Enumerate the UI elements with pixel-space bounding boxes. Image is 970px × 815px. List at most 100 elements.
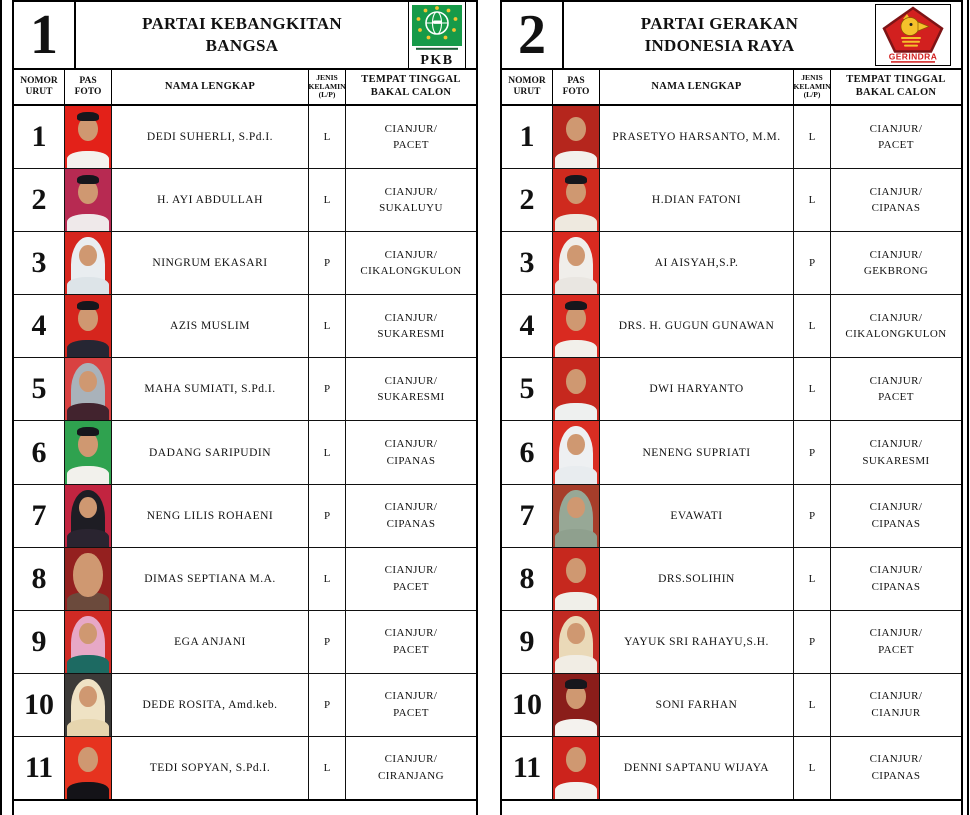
candidate-name: DADANG SARIPUDIN bbox=[112, 421, 309, 484]
column-header: TEMPAT TINGGAL BAKAL CALON bbox=[846, 74, 946, 98]
candidate-row: 2 H.DIAN FATONI L CIANJUR/ CIPANAS bbox=[502, 169, 961, 233]
candidate-number: 6 bbox=[502, 421, 553, 484]
candidate-row: 3 AI AISYAH,S.P. P CIANJUR/ GEKBRONG bbox=[502, 232, 961, 296]
candidate-photo bbox=[65, 295, 111, 358]
body-shape bbox=[554, 781, 598, 800]
candidate-name: PRASETYO HARSANTO, M.M. bbox=[600, 106, 794, 169]
party-table-pkb: 1 PARTAI KEBANGKITAN BANGSA bbox=[12, 0, 478, 815]
body-shape bbox=[66, 466, 110, 484]
gerindra-logo-text: GERINDRA bbox=[889, 52, 938, 62]
candidate-photo bbox=[65, 547, 111, 610]
candidate-gender: P bbox=[309, 673, 346, 736]
candidate-gender: L bbox=[309, 736, 346, 800]
head-shape bbox=[77, 747, 99, 773]
head-shape bbox=[73, 552, 103, 598]
candidate-residence: CIANJUR/ PACET bbox=[384, 564, 438, 593]
cropped-table-border-left bbox=[0, 0, 2, 815]
candidate-name: SONI FARHAN bbox=[600, 673, 794, 736]
head-shape bbox=[567, 623, 585, 645]
cropped-table-border-right bbox=[967, 0, 969, 815]
column-header: JENIS KELAMIN (L/P) bbox=[793, 70, 831, 104]
peci-cap-shape bbox=[77, 300, 99, 311]
head-shape bbox=[565, 305, 587, 331]
body-shape bbox=[554, 276, 598, 295]
candidate-number: 7 bbox=[14, 484, 65, 547]
candidate-photo bbox=[553, 169, 599, 232]
body-shape bbox=[554, 655, 598, 673]
candidate-row: 6 NENENG SUPRIATI P CIANJUR/ SUKARESMI bbox=[502, 421, 961, 485]
photo-cell bbox=[553, 106, 600, 169]
candidate-row: 3 NINGRUM EKASARI P CIANJUR/ CIKALONGKULON bbox=[14, 232, 476, 296]
candidate-number: 9 bbox=[502, 610, 553, 673]
candidate-gender: P bbox=[309, 232, 346, 295]
head-shape bbox=[565, 179, 587, 205]
photo-cell bbox=[65, 610, 112, 673]
candidate-photo bbox=[65, 484, 111, 547]
body-shape bbox=[66, 655, 110, 673]
peci-cap-shape bbox=[565, 174, 587, 184]
body-shape bbox=[554, 150, 598, 169]
candidate-residence: CIANJUR/ SUKARESMI bbox=[377, 311, 445, 341]
candidate-photo bbox=[65, 610, 111, 673]
candidate-name: DEDE ROSITA, Amd.keb. bbox=[112, 673, 309, 736]
candidate-photo bbox=[65, 736, 111, 800]
candidate-name: EVAWATI bbox=[600, 484, 794, 547]
body-shape bbox=[554, 340, 598, 358]
candidate-number: 1 bbox=[14, 106, 65, 169]
candidate-photo bbox=[553, 547, 599, 610]
candidate-row: 11 TEDI SOPYAN, S.Pd.I. L CIANJUR/ CIRANJAN… bbox=[14, 736, 476, 800]
candidate-row: 9 YAYUK SRI RAHAYU,S.H. P CIANJUR/ PACET bbox=[502, 610, 961, 674]
photo-cell bbox=[65, 106, 112, 169]
candidate-name: DEDI SUHERLI, S.Pd.I. bbox=[112, 106, 309, 169]
candidate-name: DRS. H. GUGUN GUNAWAN bbox=[600, 295, 794, 358]
candidate-number: 7 bbox=[502, 484, 553, 547]
column-header: TEMPAT TINGGAL BAKAL CALON bbox=[361, 74, 461, 98]
candidate-residence: CIANJUR/ CIPANAS bbox=[869, 501, 923, 530]
head-shape bbox=[565, 684, 587, 710]
head-shape bbox=[79, 370, 97, 392]
candidate-name: NENENG SUPRIATI bbox=[600, 421, 794, 484]
candidate-residence: CIANJUR/ CIANJUR bbox=[869, 690, 923, 719]
candidate-photo bbox=[65, 358, 111, 421]
candidate-row: 10 SONI FARHAN L CIANJUR/ CIANJUR bbox=[502, 673, 961, 737]
body-shape bbox=[66, 213, 110, 232]
candidate-gender: L bbox=[794, 358, 831, 421]
photo-cell bbox=[553, 421, 600, 484]
candidate-name: AI AISYAH,S.P. bbox=[600, 232, 794, 295]
photo-cell bbox=[553, 232, 600, 295]
candidate-row: 1 PRASETYO HARSANTO, M.M. L CIANJUR/ PACET bbox=[502, 106, 961, 170]
candidate-name: DRS.SOLIHIN bbox=[600, 547, 794, 610]
summary-footer: JUMLAH LAKI LAKI : 7 JUMLAH PEREMPUAN : … bbox=[502, 799, 961, 815]
column-header: NOMOR URUT bbox=[502, 70, 553, 104]
column-header: NAMA LENGKAP bbox=[600, 70, 794, 104]
peci-cap-shape bbox=[77, 427, 99, 437]
candidate-number: 3 bbox=[14, 232, 65, 295]
candidate-photo bbox=[553, 295, 599, 358]
candidate-gender: P bbox=[309, 358, 346, 421]
party-title: PARTAI KEBANGKITAN BANGSA bbox=[142, 13, 342, 55]
body-shape bbox=[66, 340, 110, 358]
photo-cell bbox=[65, 169, 112, 232]
candidate-residence: CIANJUR/ CIRANJANG bbox=[378, 753, 444, 782]
candidate-number: 10 bbox=[502, 673, 553, 736]
party-title: PARTAI GERAKAN INDONESIA RAYA bbox=[640, 13, 799, 55]
candidate-name: DWI HARYANTO bbox=[600, 358, 794, 421]
candidate-residence: CIANJUR/ GEKBRONG bbox=[863, 248, 929, 278]
head-shape bbox=[77, 305, 99, 331]
candidate-row: 5 DWI HARYANTO L CIANJUR/ PACET bbox=[502, 358, 961, 422]
candidate-photo bbox=[553, 610, 599, 673]
candidate-residence: CIANJUR/ SUKALUYU bbox=[379, 185, 443, 215]
candidate-row: 2 H. AYI ABDULLAH L CIANJUR/ SUKALUYU bbox=[14, 169, 476, 233]
candidate-row: 8 DIMAS SEPTIANA M.A. L CIANJUR/ PACET bbox=[14, 547, 476, 611]
candidate-name: MAHA SUMIATI, S.Pd.I. bbox=[112, 358, 309, 421]
candidate-rows: 1 DEDI SUHERLI, S.Pd.I. L CIANJUR/ PACET 2 H.… bbox=[14, 106, 476, 800]
candidate-number: 10 bbox=[14, 673, 65, 736]
candidate-name: H.DIAN FATONI bbox=[600, 169, 794, 232]
column-header: PAS FOTO bbox=[65, 70, 112, 104]
candidate-name: EGA ANJANI bbox=[112, 610, 309, 673]
candidate-residence: CIANJUR/ CIPANAS bbox=[384, 501, 438, 530]
head-shape bbox=[77, 116, 99, 142]
column-header: JENIS KELAMIN (L/P) bbox=[308, 70, 346, 104]
photo-cell bbox=[65, 547, 112, 610]
candidate-name: DENNI SAPTANU WIJAYA bbox=[600, 736, 794, 800]
